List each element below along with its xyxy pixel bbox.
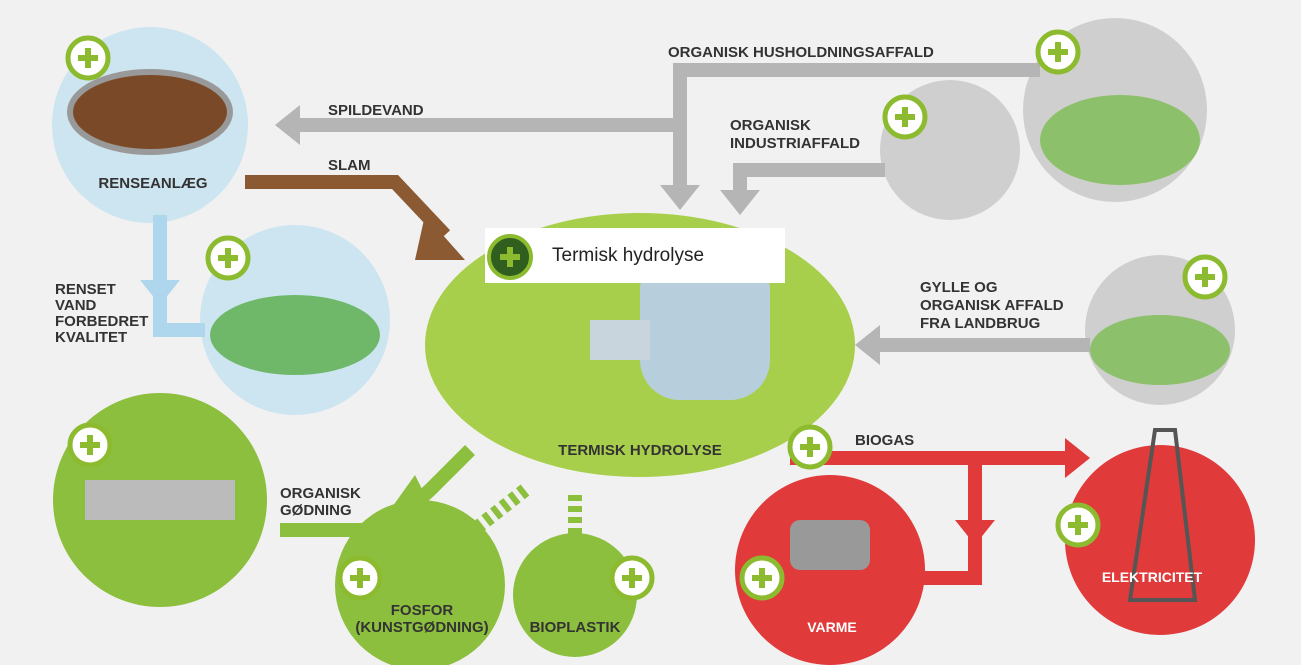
pond-illustration	[210, 295, 380, 375]
tooltip-button[interactable]	[489, 236, 531, 278]
plus-button[interactable]	[1038, 32, 1078, 72]
plus-button[interactable]	[70, 425, 110, 465]
node-label: (KUNSTGØDNING)	[355, 619, 488, 636]
flow-label: INDUSTRIAFFALD	[730, 135, 860, 152]
flow-label: GYLLE OG	[920, 279, 998, 296]
flow-label: ORGANISK	[730, 117, 811, 134]
flow-label: FORBEDRET	[55, 313, 148, 330]
node-label: FOSFOR	[391, 602, 454, 619]
plus-button[interactable]	[612, 558, 652, 598]
plus-button[interactable]	[742, 558, 782, 598]
flow-label: GØDNING	[280, 502, 352, 519]
flow-label: KVALITET	[55, 329, 127, 346]
flow-label: ORGANISK AFFALD	[920, 297, 1064, 314]
tank-illustration	[70, 72, 230, 152]
node-label: RENSEANLÆG	[98, 175, 207, 192]
tooltip: Termisk hydrolyse	[485, 228, 785, 283]
flow-label: ORGANISK HUSHOLDNINGSAFFALD	[668, 44, 934, 61]
plus-button[interactable]	[790, 427, 830, 467]
flow-label: BIOGAS	[855, 432, 914, 449]
flow-label: VAND	[55, 297, 97, 314]
plus-button[interactable]	[885, 97, 925, 137]
plus-button[interactable]	[1185, 257, 1225, 297]
village-illustration	[1040, 95, 1200, 185]
node-label: TERMISK HYDROLYSE	[558, 442, 722, 459]
plus-button[interactable]	[68, 38, 108, 78]
diagram: ORGANISK HUSHOLDNINGSAFFALD SPILDEVAND S…	[0, 0, 1301, 665]
node-label: BIOPLASTIK	[530, 619, 621, 636]
flow-label: SPILDEVAND	[328, 102, 424, 119]
flow-label: ORGANISK	[280, 485, 361, 502]
node-label: ELEKTRICITET	[1102, 569, 1203, 585]
tooltip-text: Termisk hydrolyse	[552, 245, 704, 266]
boiler-illustration	[790, 520, 870, 570]
plus-button[interactable]	[1058, 505, 1098, 545]
plus-button[interactable]	[208, 238, 248, 278]
flow-label: FRA LANDBRUG	[920, 315, 1040, 332]
meadow-illustration	[1090, 315, 1230, 385]
flow-label: SLAM	[328, 157, 371, 174]
node-label: VARME	[807, 619, 857, 635]
plus-button[interactable]	[340, 558, 380, 598]
flow-label: RENSET	[55, 281, 116, 298]
plant-illustration	[590, 320, 650, 360]
tractor-illustration	[85, 480, 235, 520]
